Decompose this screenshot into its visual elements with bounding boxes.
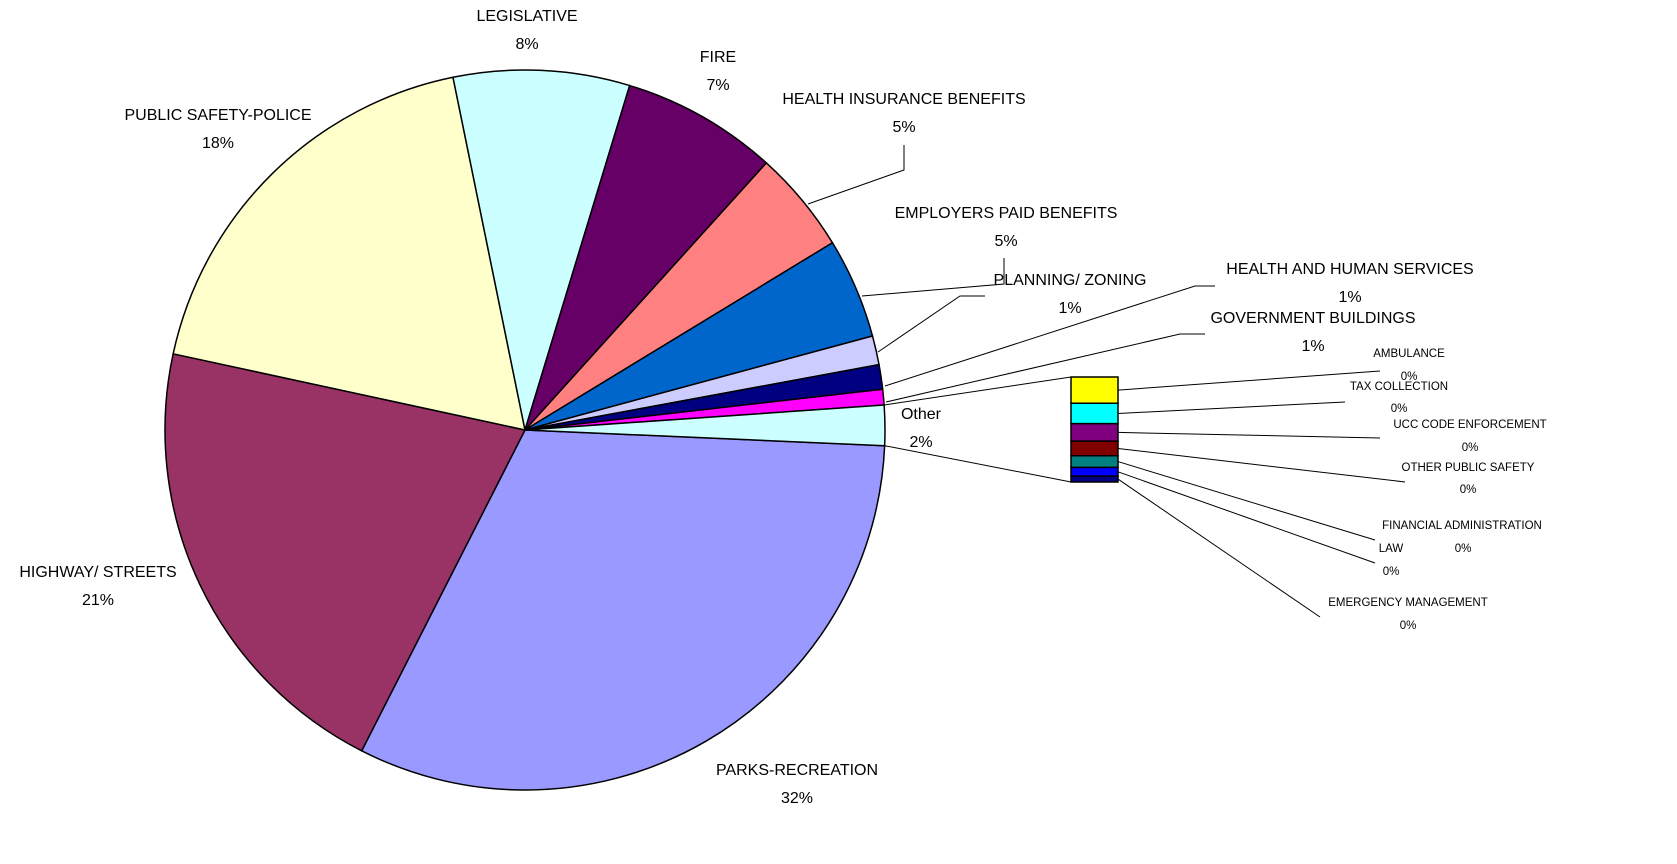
secondary-value-label: 0%: [1462, 442, 1479, 454]
secondary-bar-segment: [1070, 475, 1119, 483]
secondary-label: OTHER PUBLIC SAFETY: [1402, 462, 1535, 474]
connector-line: [884, 376, 1072, 406]
secondary-bar-segment: [1070, 376, 1119, 404]
slice-label: HEALTH AND HUMAN SERVICES: [1226, 261, 1473, 278]
leader-line: [1117, 478, 1321, 618]
slice-value-label: 32%: [781, 790, 813, 807]
leader-line: [861, 258, 1005, 297]
secondary-value-label: 0%: [1401, 371, 1418, 383]
slice-label: LEGISLATIVE: [476, 8, 577, 25]
slice-label: HIGHWAY/ STREETS: [19, 564, 176, 581]
secondary-label: FINANCIAL ADMINISTRATION: [1382, 520, 1542, 532]
leader-line: [1117, 431, 1381, 439]
leader-line: [1117, 401, 1346, 414]
slice-label: EMPLOYERS PAID BENEFITS: [895, 205, 1118, 222]
leader-line: [1117, 447, 1406, 483]
slice-label: FIRE: [700, 49, 736, 66]
slice-label: HEALTH INSURANCE BENEFITS: [782, 91, 1025, 108]
slice-value-label: 5%: [892, 119, 915, 136]
pie-slice: [360, 429, 886, 791]
slice-label: Other: [901, 406, 942, 423]
pie-slice: [524, 404, 886, 447]
secondary-value-label: 0%: [1400, 620, 1417, 632]
secondary-value-label: 0%: [1460, 484, 1477, 496]
secondary-bar-segment: [1070, 402, 1119, 425]
secondary-label: EMERGENCY MANAGEMENT: [1328, 597, 1488, 609]
slice-value-label: 1%: [1338, 289, 1361, 306]
connector-line: [884, 445, 1072, 483]
secondary-value-label: 0%: [1391, 403, 1408, 415]
secondary-value-label: 0%: [1455, 543, 1472, 555]
slice-label: PUBLIC SAFETY-POLICE: [124, 107, 311, 124]
slice-label: PARKS-RECREATION: [716, 762, 878, 779]
secondary-bar-segment: [1070, 440, 1119, 457]
leader-line: [1117, 471, 1376, 564]
secondary-label: LAW: [1379, 543, 1404, 555]
slice-label: PLANNING/ ZONING: [994, 272, 1147, 289]
pie-slice: [524, 84, 768, 431]
leader-line: [1117, 461, 1376, 541]
pie-slice: [172, 76, 526, 431]
leader-line: [885, 333, 1205, 403]
slice-value-label: 18%: [202, 135, 234, 152]
slice-value-label: 5%: [994, 233, 1017, 250]
secondary-bar-segment: [1070, 422, 1119, 442]
slice-value-label: 7%: [706, 77, 729, 94]
slice-value-label: 21%: [82, 592, 114, 609]
secondary-label: TAX COLLECTION: [1350, 381, 1448, 393]
secondary-value-label: 0%: [1383, 566, 1400, 578]
pie-slice: [164, 352, 527, 752]
leader-line: [1117, 370, 1381, 391]
secondary-bar-segment: [1070, 455, 1119, 469]
leader-line: [807, 145, 905, 205]
leader-line: [884, 285, 1215, 387]
pie-slice: [452, 69, 631, 431]
secondary-bar-segment: [1070, 466, 1119, 477]
slice-value-label: 2%: [909, 434, 932, 451]
slice-value-label: 1%: [1058, 300, 1081, 317]
slice-value-label: 1%: [1301, 338, 1324, 355]
secondary-label: AMBULANCE: [1373, 348, 1445, 360]
slice-label: GOVERNMENT BUILDINGS: [1210, 310, 1415, 327]
secondary-label: UCC CODE ENFORCEMENT: [1393, 419, 1546, 431]
slice-value-label: 8%: [515, 36, 538, 53]
leader-line: [877, 295, 985, 353]
